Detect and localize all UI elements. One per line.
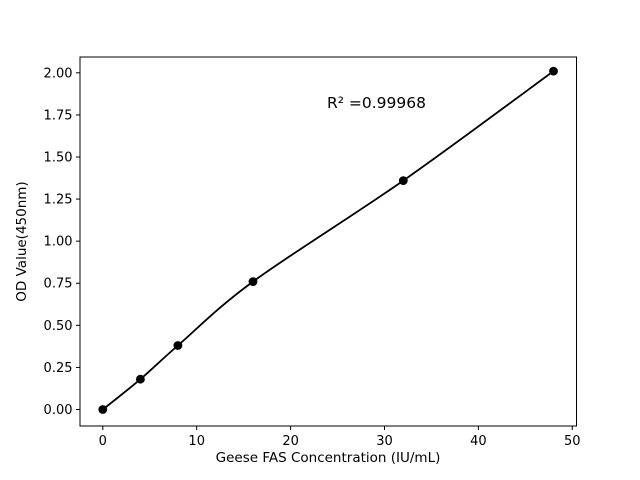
data-point (173, 341, 183, 350)
y-axis-tick-label: 1.00 (44, 235, 73, 250)
data-point (136, 374, 145, 384)
data-point (398, 176, 408, 186)
y-axis-tick-label: 2.00 (44, 66, 73, 81)
x-axis-tick-label: 0 (99, 434, 107, 449)
x-axis-tick-label: 20 (282, 434, 299, 449)
y-axis-label: OD Value(450nm) (14, 181, 30, 301)
y-axis-tick-label: 0.25 (44, 361, 73, 376)
y-axis-tick-label: 0.50 (44, 319, 73, 334)
y-axis-tick-label: 0.00 (44, 403, 73, 418)
y-axis-tick-label: 0.75 (44, 277, 73, 292)
data-point (248, 277, 258, 286)
x-axis-tick-label: 30 (376, 434, 393, 449)
x-axis-tick-label: 10 (188, 434, 205, 449)
x-axis-label: Geese FAS Concentration (IU/mL) (216, 450, 441, 466)
y-axis-tick-label: 1.50 (44, 150, 73, 165)
y-axis-tick-label: 1.25 (44, 193, 73, 208)
data-point (98, 405, 108, 414)
x-axis-tick-label: 40 (470, 434, 487, 449)
r-squared-annotation: R² =0.99968 (327, 94, 426, 112)
y-axis-tick-label: 1.75 (44, 108, 73, 123)
x-axis-tick-label: 50 (564, 434, 581, 449)
data-point (549, 66, 558, 76)
